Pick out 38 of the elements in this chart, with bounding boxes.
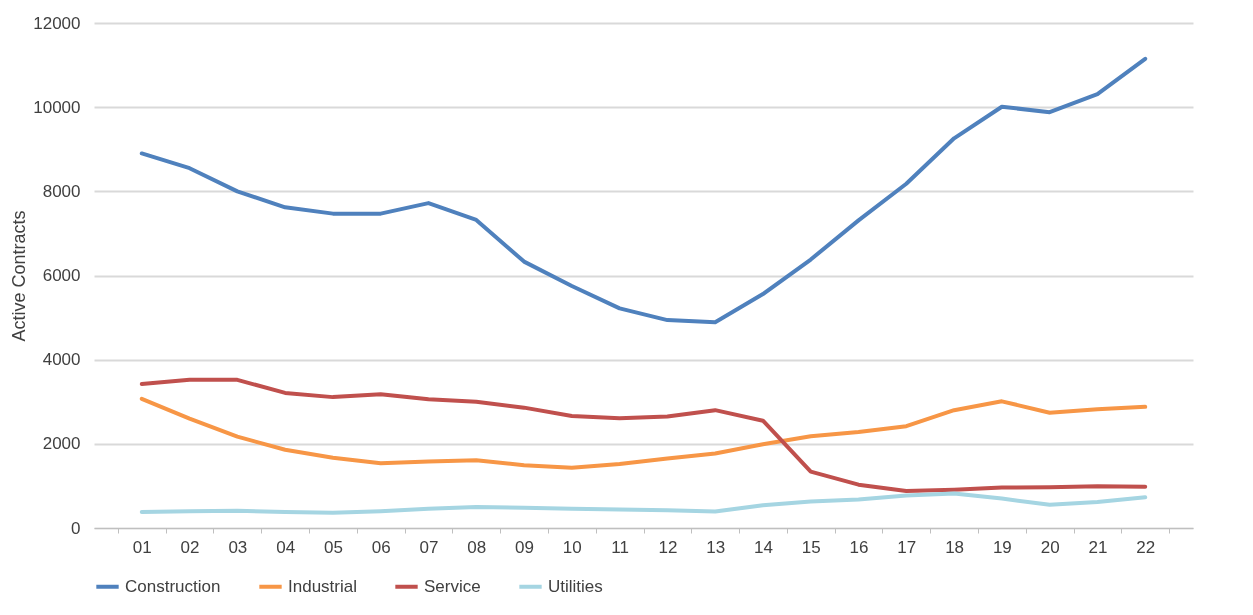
y-tick-label: 12000: [33, 13, 81, 33]
x-tick-label: 08: [467, 537, 487, 557]
x-tick-label: 03: [228, 537, 248, 557]
y-tick-label: 0: [71, 518, 81, 538]
x-tick-label: 21: [1088, 537, 1108, 557]
y-tick-label: 10000: [33, 97, 81, 117]
line-series: [139, 56, 1148, 325]
y-tick-label: 4000: [42, 350, 81, 370]
x-tick-label: 14: [754, 537, 773, 557]
x-tick-label: 06: [371, 537, 391, 557]
x-tick-label: 17: [897, 537, 917, 557]
x-tick-label: 13: [706, 537, 726, 557]
legend-label: Service: [424, 576, 481, 596]
line-series: [139, 377, 1148, 493]
x-tick-label: 12: [658, 537, 678, 557]
x-tick-label: 16: [849, 537, 869, 557]
x-tick-label: 10: [562, 537, 582, 557]
x-tick-label: 09: [515, 537, 534, 557]
y-tick-label: 2000: [42, 434, 81, 454]
x-tick-label: 05: [323, 537, 343, 557]
x-tick-label: 07: [419, 537, 439, 557]
legend-label: Industrial: [288, 576, 357, 596]
x-tick-label: 02: [180, 537, 200, 557]
y-tick-label: 6000: [42, 266, 81, 285]
x-tick-label: 15: [801, 537, 821, 557]
y-axis-title: Active Contracts: [9, 210, 30, 342]
x-tick-label: 19: [992, 537, 1012, 557]
x-tick-label: 20: [1040, 537, 1060, 557]
x-tick-label: 11: [611, 537, 629, 557]
x-tick-label: 22: [1136, 537, 1156, 557]
line-series: [139, 491, 1148, 515]
x-tick-label: 04: [276, 537, 296, 557]
y-tick-label: 8000: [42, 181, 81, 201]
line-series: [139, 396, 1148, 470]
x-tick-label: 18: [945, 537, 965, 557]
legend-label: Construction: [125, 576, 221, 596]
x-tick-label: 01: [132, 537, 152, 557]
legend-label: Utilities: [548, 576, 603, 596]
